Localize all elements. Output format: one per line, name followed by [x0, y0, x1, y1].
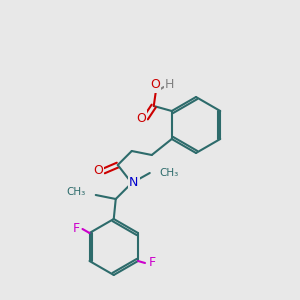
Text: N: N: [129, 176, 138, 188]
Text: CH₃: CH₃: [67, 187, 86, 197]
Text: F: F: [148, 256, 156, 269]
Text: O: O: [136, 112, 146, 124]
Text: O: O: [150, 79, 160, 92]
Text: H: H: [165, 79, 174, 92]
Text: F: F: [73, 223, 80, 236]
Text: O: O: [93, 164, 103, 176]
Text: CH₃: CH₃: [160, 168, 179, 178]
